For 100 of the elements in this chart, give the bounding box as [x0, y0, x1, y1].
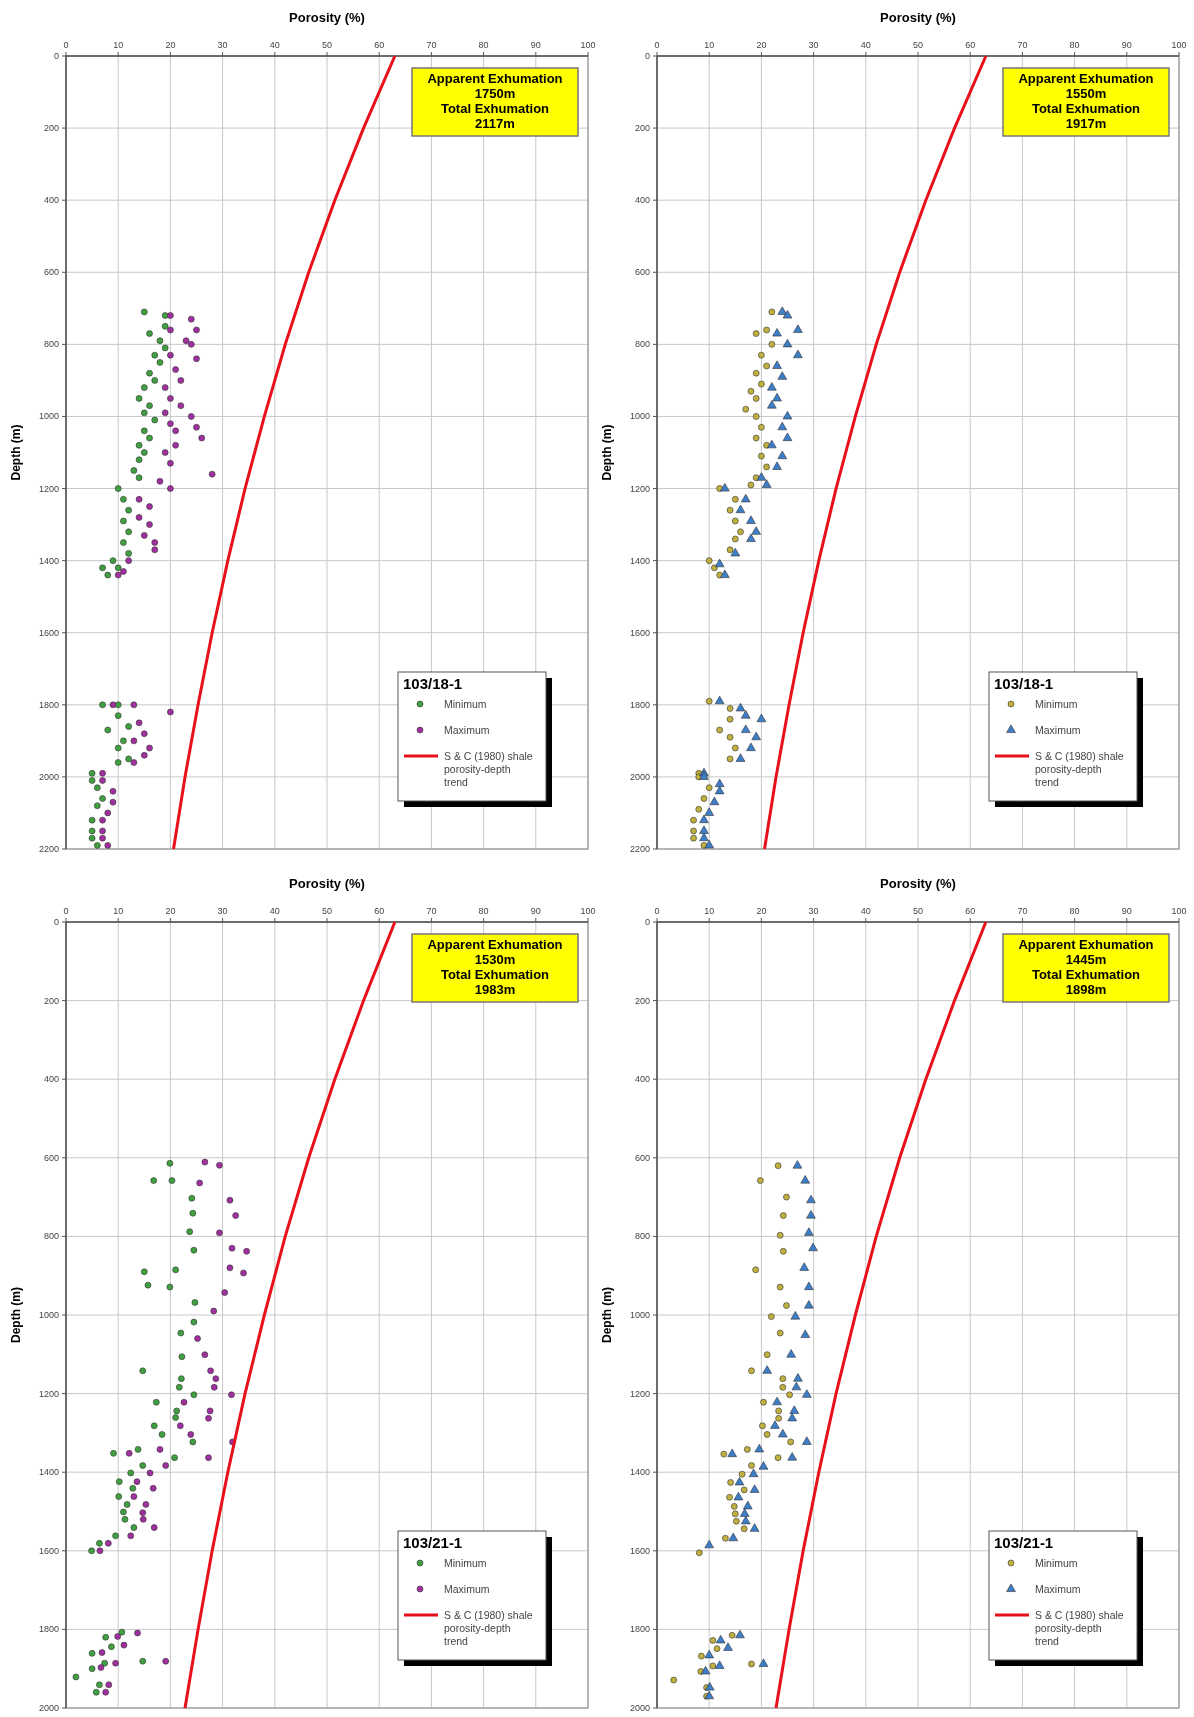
y-axis-title: Depth (m): [9, 1287, 23, 1343]
y-tick-label: 1800: [38, 699, 59, 710]
y-tick-label: 1600: [629, 1545, 650, 1556]
y-tick-label: 1200: [629, 1388, 650, 1399]
annotation: Apparent Exhumation 1550m Total Exhumation 1917m: [1018, 71, 1154, 131]
y-tick-label: 600: [43, 267, 59, 278]
annotation: Apparent Exhumation 1750m Total Exhumation 2117m: [427, 71, 563, 131]
y-tick-label: 0: [53, 917, 59, 927]
x-tick-label: 80: [478, 40, 489, 50]
x-axis-title: Porosity (%): [289, 10, 365, 25]
legend-label: S & C (1980) shale porosity-depth trend: [1035, 750, 1124, 788]
y-tick-label: 200: [43, 123, 59, 134]
x-tick-label: 80: [1069, 906, 1080, 916]
legend-label: Minimum: [444, 1557, 487, 1569]
x-axis-title: Porosity (%): [289, 876, 365, 891]
x-tick-label: 10: [704, 40, 715, 50]
y-tick-label: 2200: [629, 844, 650, 854]
x-tick-label: 30: [808, 906, 819, 916]
y-tick-label: 1000: [629, 1310, 650, 1320]
y-tick-label: 400: [634, 195, 650, 206]
y-tick-label: 1800: [38, 1624, 59, 1635]
x-tick-label: 70: [1017, 906, 1028, 916]
x-tick-label: 20: [756, 40, 767, 50]
x-tick-label: 50: [912, 906, 924, 916]
y-tick-label: 0: [53, 51, 59, 61]
y-axis-title: Depth (m): [600, 424, 614, 481]
x-tick-label: 20: [165, 906, 176, 916]
x-tick-label: 50: [912, 40, 924, 50]
y-tick-label: 600: [634, 267, 650, 278]
y-tick-label: 200: [43, 995, 59, 1006]
y-tick-label: 800: [634, 339, 650, 350]
x-tick-label: 40: [860, 40, 871, 50]
y-tick-label: 1400: [38, 555, 59, 566]
x-tick-label: 50: [321, 906, 333, 916]
y-tick-label: 1000: [38, 1310, 59, 1320]
y-tick-label: 400: [43, 195, 59, 206]
y-tick-label: 1400: [629, 555, 650, 566]
x-axis-title: Porosity (%): [880, 10, 956, 25]
x-tick-label: 0: [654, 40, 660, 50]
legend-label: S & C (1980) shale porosity-depth trend: [444, 750, 533, 788]
x-tick-label: 20: [756, 906, 767, 916]
y-tick-label: 0: [644, 917, 650, 927]
legend-label: Maximum: [1035, 1583, 1081, 1595]
legend-title: 103/18-1: [403, 675, 463, 692]
x-tick-label: 10: [113, 906, 124, 916]
y-tick-label: 600: [634, 1152, 650, 1163]
y-tick-label: 1400: [38, 1467, 59, 1478]
legend-label: S & C (1980) shale porosity-depth trend: [1035, 1609, 1124, 1647]
y-tick-label: 2000: [629, 771, 650, 782]
y-tick-label: 2000: [629, 1703, 650, 1713]
x-tick-label: 90: [1121, 906, 1132, 916]
x-tick-label: 100: [1171, 906, 1187, 916]
x-tick-label: 80: [1069, 40, 1080, 50]
x-tick-label: 60: [965, 40, 976, 50]
legend-title: 103/18-1: [994, 675, 1054, 692]
y-tick-label: 800: [634, 1231, 650, 1242]
x-tick-label: 0: [63, 906, 69, 916]
x-tick-label: 90: [530, 906, 541, 916]
x-tick-label: 60: [374, 40, 385, 50]
x-axis-title: Porosity (%): [880, 876, 956, 891]
y-tick-label: 400: [634, 1074, 650, 1085]
legend-label: Minimum: [1035, 698, 1078, 710]
y-tick-label: 800: [43, 1231, 59, 1242]
annotation: Apparent Exhumation 1530m Total Exhumation 1983m: [427, 937, 563, 997]
x-tick-label: 20: [165, 40, 176, 50]
y-tick-label: 2000: [38, 771, 59, 782]
y-tick-label: 1200: [38, 483, 59, 494]
x-tick-label: 40: [860, 906, 871, 916]
x-tick-label: 70: [426, 906, 437, 916]
x-tick-label: 30: [217, 906, 228, 916]
x-tick-label: 90: [530, 40, 541, 50]
y-tick-label: 1200: [629, 483, 650, 494]
y-axis-title: Depth (m): [600, 1287, 614, 1343]
x-tick-label: 40: [269, 906, 280, 916]
legend-label: S & C (1980) shale porosity-depth trend: [444, 1609, 533, 1647]
x-tick-label: 70: [426, 40, 437, 50]
x-tick-label: 40: [269, 40, 280, 50]
legend-title: 103/21-1: [994, 1534, 1054, 1551]
legend-label: Minimum: [444, 698, 487, 710]
x-tick-label: 50: [321, 40, 333, 50]
x-tick-label: 0: [654, 906, 660, 916]
y-tick-label: 1800: [629, 1624, 650, 1635]
y-tick-label: 1200: [38, 1388, 59, 1399]
x-tick-label: 100: [580, 40, 596, 50]
legend-label: Minimum: [1035, 1557, 1078, 1569]
y-tick-label: 1600: [38, 1545, 59, 1556]
legend-label: Maximum: [444, 1583, 490, 1595]
legend-title: 103/21-1: [403, 1534, 463, 1551]
y-tick-label: 1400: [629, 1467, 650, 1478]
y-tick-label: 800: [43, 339, 59, 350]
x-tick-label: 100: [580, 906, 596, 916]
y-tick-label: 400: [43, 1074, 59, 1085]
y-tick-label: 2200: [38, 844, 59, 854]
y-tick-label: 1000: [38, 411, 59, 422]
x-tick-label: 60: [965, 906, 976, 916]
x-tick-label: 80: [478, 906, 489, 916]
x-tick-label: 100: [1171, 40, 1187, 50]
x-tick-label: 0: [63, 40, 69, 50]
annotation: Apparent Exhumation 1445m Total Exhumation 1898m: [1018, 937, 1154, 997]
y-tick-label: 0: [644, 51, 650, 61]
